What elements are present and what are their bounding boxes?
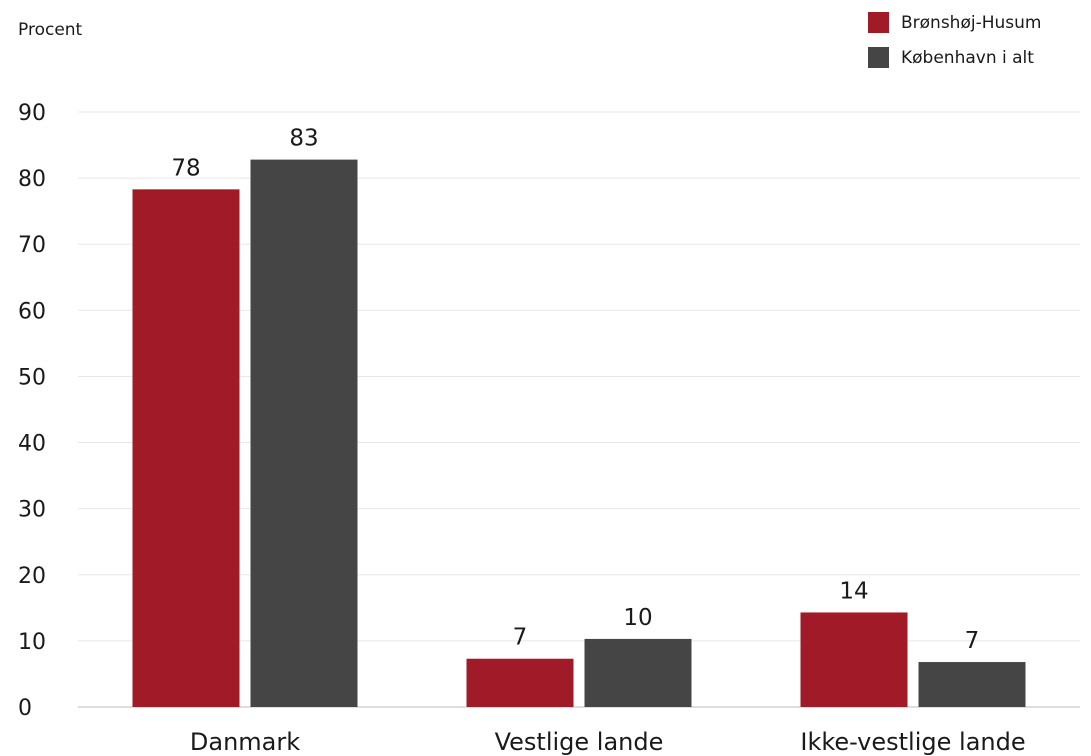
legend-label-bronshoj-husum: Brønshøj-Husum (901, 12, 1042, 33)
y-axis: 0 10 20 30 40 50 60 70 80 90 (18, 101, 46, 721)
bar (132, 189, 240, 708)
y-tick-label: 30 (18, 498, 46, 523)
legend-swatch-bronshoj-husum (868, 12, 889, 33)
y-tick-label: 60 (18, 299, 46, 324)
legend-label-kobenhavn-i-alt: København i alt (901, 47, 1034, 68)
x-tick-label: Vestlige lande (495, 728, 664, 756)
y-tick-label: 90 (18, 101, 46, 126)
bars (132, 159, 1026, 708)
y-tick-label: 40 (18, 432, 46, 457)
x-axis: Danmark Vestlige lande Ikke-vestlige lande (190, 728, 1026, 756)
data-labels: 78 83 7 10 14 7 (171, 126, 979, 654)
y-tick-label: 80 (18, 167, 46, 192)
bar (918, 662, 1026, 707)
x-tick-label: Ikke-vestlige lande (800, 728, 1025, 756)
y-tick-label: 70 (18, 233, 46, 258)
data-label: 10 (623, 605, 652, 631)
bar (250, 159, 358, 708)
data-label: 7 (513, 625, 528, 651)
y-unit-label: Procent (18, 20, 83, 40)
y-tick-label: 20 (18, 564, 46, 589)
y-tick-label: 10 (18, 630, 46, 655)
legend-item-bronshoj-husum: Brønshøj-Husum (868, 10, 1041, 35)
legend-item-kobenhavn-i-alt: København i alt (868, 45, 1041, 70)
bar (466, 658, 574, 707)
data-label: 7 (965, 628, 980, 654)
y-tick-label: 50 (18, 365, 46, 390)
data-label: 83 (289, 126, 318, 152)
legend-swatch-kobenhavn-i-alt (868, 47, 889, 68)
data-label: 78 (171, 155, 200, 181)
bar (584, 638, 692, 707)
legend: Brønshøj-Husum København i alt (868, 10, 1041, 80)
y-tick-label: 0 (18, 696, 32, 721)
x-tick-label: Danmark (190, 728, 300, 756)
gridlines (78, 111, 1080, 708)
data-label: 14 (839, 578, 868, 604)
bar (800, 612, 908, 707)
